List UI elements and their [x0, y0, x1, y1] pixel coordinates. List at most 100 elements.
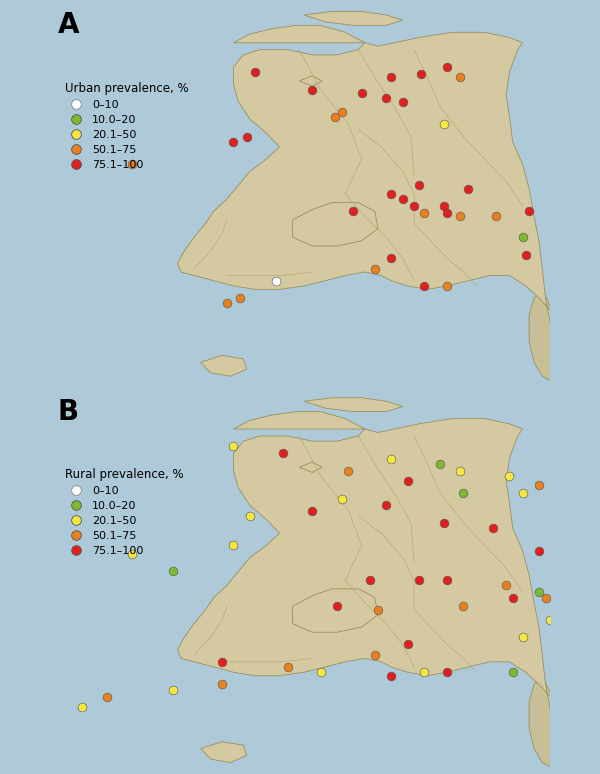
Point	[168, 565, 178, 577]
Point	[567, 235, 577, 247]
Point	[316, 666, 325, 678]
Point	[283, 661, 292, 673]
Point	[518, 231, 527, 244]
Point	[370, 649, 380, 661]
Point	[414, 179, 424, 191]
Point	[235, 292, 245, 304]
Point	[403, 639, 412, 651]
Point	[332, 600, 342, 612]
Point	[357, 87, 367, 99]
Point	[545, 614, 555, 626]
Point	[436, 457, 445, 470]
Point	[439, 118, 449, 131]
Point	[416, 68, 425, 80]
Point	[386, 670, 396, 682]
Point	[278, 447, 287, 460]
Point	[502, 579, 511, 591]
Point	[271, 275, 281, 287]
Point	[398, 193, 407, 205]
Point	[373, 604, 383, 616]
Point	[382, 92, 391, 104]
Point	[442, 207, 452, 219]
Legend: 0–10, 10.0–20, 20.1–50, 50.1–75, 75.1–100: 0–10, 10.0–20, 20.1–50, 50.1–75, 75.1–10…	[60, 464, 188, 560]
Point	[491, 211, 501, 223]
Point	[337, 106, 347, 118]
Point	[217, 656, 227, 668]
Point	[308, 505, 317, 517]
Point	[508, 591, 517, 604]
Point	[458, 487, 468, 499]
Polygon shape	[304, 12, 403, 26]
Polygon shape	[529, 676, 562, 769]
Point	[250, 66, 260, 78]
Point	[127, 158, 136, 170]
Point	[464, 183, 473, 195]
Point	[349, 205, 358, 217]
Point	[245, 510, 255, 522]
Polygon shape	[529, 289, 562, 383]
Legend: 0–10, 10.0–20, 20.1–50, 50.1–75, 75.1–100: 0–10, 10.0–20, 20.1–50, 50.1–75, 75.1–10…	[60, 77, 193, 174]
Polygon shape	[200, 355, 247, 376]
Point	[439, 516, 449, 529]
Point	[419, 279, 429, 292]
Polygon shape	[293, 589, 378, 632]
Text: A: A	[58, 12, 79, 39]
Point	[518, 487, 527, 499]
Point	[442, 279, 452, 292]
Point	[217, 678, 227, 690]
Point	[505, 470, 514, 482]
Point	[578, 522, 588, 534]
Point	[455, 71, 465, 84]
Polygon shape	[200, 741, 247, 762]
Point	[524, 205, 534, 217]
Point	[419, 666, 429, 678]
Point	[518, 632, 527, 644]
Point	[370, 262, 380, 275]
Point	[127, 548, 136, 560]
Point	[488, 522, 498, 534]
Point	[570, 618, 580, 630]
Polygon shape	[178, 26, 556, 341]
Point	[534, 586, 544, 598]
Point	[77, 700, 87, 713]
Point	[458, 600, 468, 612]
Point	[337, 492, 347, 505]
Polygon shape	[178, 412, 556, 728]
Point	[386, 452, 396, 464]
Point	[102, 690, 112, 703]
Point	[398, 96, 407, 108]
Point	[222, 297, 232, 310]
Point	[419, 207, 429, 219]
Point	[229, 440, 238, 453]
Point	[534, 544, 544, 557]
Point	[229, 539, 238, 552]
Point	[534, 478, 544, 491]
Point	[521, 248, 530, 261]
Point	[242, 130, 251, 142]
Point	[331, 111, 340, 124]
Polygon shape	[304, 398, 403, 412]
Point	[442, 574, 452, 587]
Point	[554, 513, 563, 526]
Point	[442, 666, 452, 678]
Point	[386, 252, 396, 264]
Point	[308, 84, 317, 96]
Point	[386, 187, 396, 200]
Point	[414, 574, 424, 587]
Point	[229, 135, 238, 148]
Point	[386, 71, 396, 84]
Point	[365, 574, 374, 587]
Point	[442, 61, 452, 74]
Point	[403, 475, 412, 488]
Polygon shape	[299, 462, 322, 472]
Point	[455, 464, 465, 477]
Point	[455, 211, 465, 223]
Point	[508, 666, 517, 678]
Point	[168, 683, 178, 696]
Text: B: B	[58, 398, 79, 426]
Polygon shape	[299, 76, 322, 86]
Point	[541, 591, 550, 604]
Point	[382, 499, 391, 512]
Polygon shape	[293, 203, 378, 246]
Point	[583, 597, 593, 609]
